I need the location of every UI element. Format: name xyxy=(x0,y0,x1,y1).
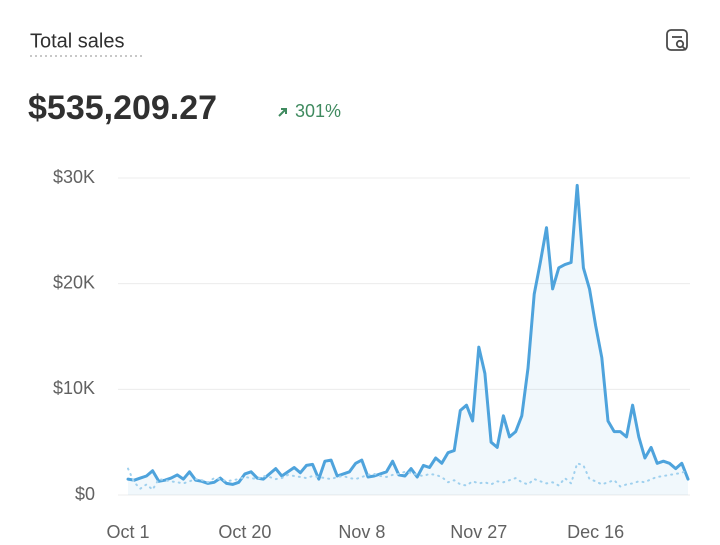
change-percent: 301% xyxy=(295,101,341,121)
y-tick-label: $20K xyxy=(53,272,95,292)
sales-line xyxy=(126,183,690,486)
x-tick-label: Dec 16 xyxy=(567,522,624,540)
x-tick-label: Nov 8 xyxy=(338,522,385,540)
comparison-line xyxy=(127,462,689,491)
y-tick-label: $0 xyxy=(75,484,95,504)
total-value: $535,209.27 xyxy=(28,89,217,127)
x-tick-label: Nov 27 xyxy=(450,522,507,540)
x-tick-label: Oct 20 xyxy=(218,522,271,540)
x-tick-label: Oct 1 xyxy=(106,522,149,540)
area-fill xyxy=(128,185,688,495)
y-tick-label: $10K xyxy=(53,378,95,398)
card-title: Total sales xyxy=(30,30,125,52)
y-tick-label: $30K xyxy=(53,167,95,187)
report-icon[interactable] xyxy=(666,29,688,51)
up-arrow xyxy=(278,108,287,117)
